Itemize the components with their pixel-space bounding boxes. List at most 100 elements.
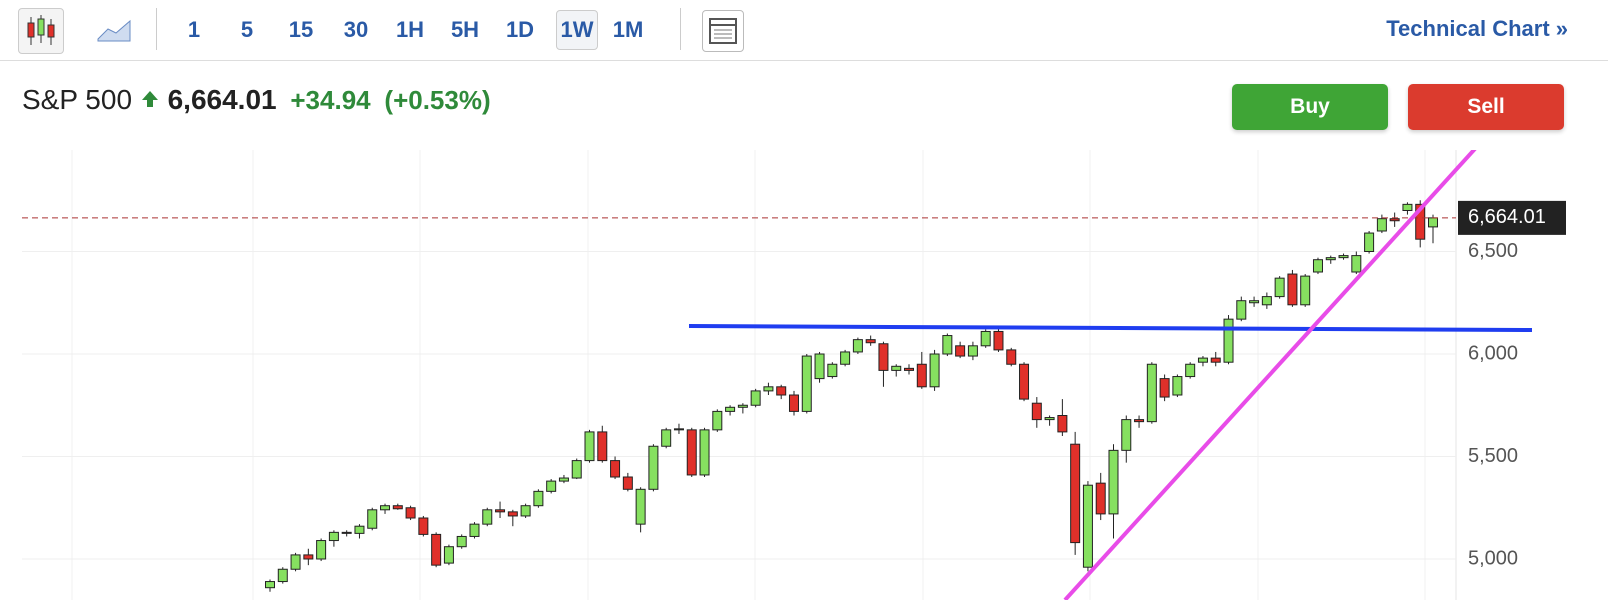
interval-button[interactable]: 5 [240,17,254,42]
candle-body [840,351,851,365]
candle-body [610,460,621,478]
last-price-label: 6,664.01 [1468,206,1546,228]
candle-body [597,431,608,462]
line-icon[interactable] [96,15,132,45]
instrument-name: S&P 500 [22,84,133,115]
candle-body [533,490,544,507]
candle-body [673,428,684,431]
candle-body [1044,417,1055,421]
candle-body [1389,218,1400,222]
candle-body [584,431,595,462]
candle-body [507,511,518,517]
change: +34.94 [290,85,371,115]
candle-body [865,339,876,344]
candle-body [469,523,480,537]
candle-body [1159,378,1170,398]
candle-body [878,343,889,371]
candle-body [852,339,863,353]
candle-body [942,335,953,355]
candle-body [1172,376,1183,396]
candle-body [456,535,467,548]
y-tick-label: 5,000 [1468,547,1518,569]
candle-body [443,546,454,564]
candle-body [750,390,761,406]
buy-button[interactable]: Buy [1232,84,1388,130]
candle-body [1082,484,1093,568]
candle-body [712,410,723,431]
candle-body [1287,273,1298,306]
candle-body [571,460,582,479]
candle-body [904,367,915,371]
candle-body [1428,217,1438,228]
candle-body [1070,443,1081,544]
layout-icon[interactable] [702,10,744,52]
candle-body [1274,277,1285,298]
candle-body [277,568,288,583]
y-tick-label: 6,000 [1468,342,1518,364]
candle-body [1415,203,1426,240]
candle-body [801,355,812,412]
interval-button[interactable]: 1 [187,17,201,42]
interval-button[interactable]: 1W [556,10,598,50]
candle-body [418,517,429,535]
candle-body [725,406,736,412]
candle-body [328,531,339,542]
trend-line-horizontal [688,324,1533,332]
candle-body [1134,419,1145,423]
quote: S&P 500 6,664.01 +34.94 (+0.53%) [22,84,491,116]
interval-button[interactable]: 5H [450,17,480,42]
candle-body [367,509,378,529]
candle-body [916,363,927,388]
interval-button[interactable]: 1H [395,17,425,42]
candle-body [1146,363,1157,423]
candle-body [1095,482,1106,515]
candle-body [354,525,365,534]
sell-button[interactable]: Sell [1408,84,1564,130]
candle-body [929,353,940,388]
candle-body [1312,259,1323,273]
candle-body [392,505,403,510]
candle-body [405,507,416,519]
candle-body [303,554,314,560]
candle-body [1031,402,1042,421]
interval-button[interactable]: 1M [612,17,644,42]
chart: 5,000 5,500 6,000 6,500 6,664.01 [22,150,1566,600]
candle-body [316,540,327,560]
interval-button[interactable]: 15 [288,17,314,42]
candle-body [482,509,493,525]
trend-line-rising [1063,150,1477,600]
interval-button[interactable]: 1D [505,17,535,42]
technical-chart-link[interactable]: Technical Chart » [1386,16,1568,41]
candle-body [1223,318,1234,363]
divider [680,8,681,50]
candle-body [1121,419,1132,451]
candle-body [1351,255,1362,273]
candle-body [967,345,978,357]
candle-body [520,505,531,517]
candle-icon[interactable] [18,8,64,54]
candle-body [341,531,352,534]
candle-body [763,386,774,392]
candle-body [622,476,633,490]
candle-body [1236,300,1247,320]
candle-body [993,330,1004,351]
candle-body [635,488,646,525]
candle-body [546,480,557,492]
interval-button[interactable]: 30 [343,17,369,42]
candle-body [1376,218,1387,232]
y-tick-label: 6,500 [1468,240,1518,262]
candle-body [1300,275,1311,306]
candle-body [558,477,569,482]
y-tick-label: 5,500 [1468,445,1518,467]
candle-body [1249,300,1260,304]
candle-body [955,345,966,357]
divider [156,8,157,50]
candle-body [380,505,391,511]
candle-body [686,429,697,476]
candle-body [1006,349,1017,365]
candle-body [265,581,275,589]
candle-body [788,394,799,412]
candle-body [431,533,442,566]
candle-body [1185,363,1196,378]
